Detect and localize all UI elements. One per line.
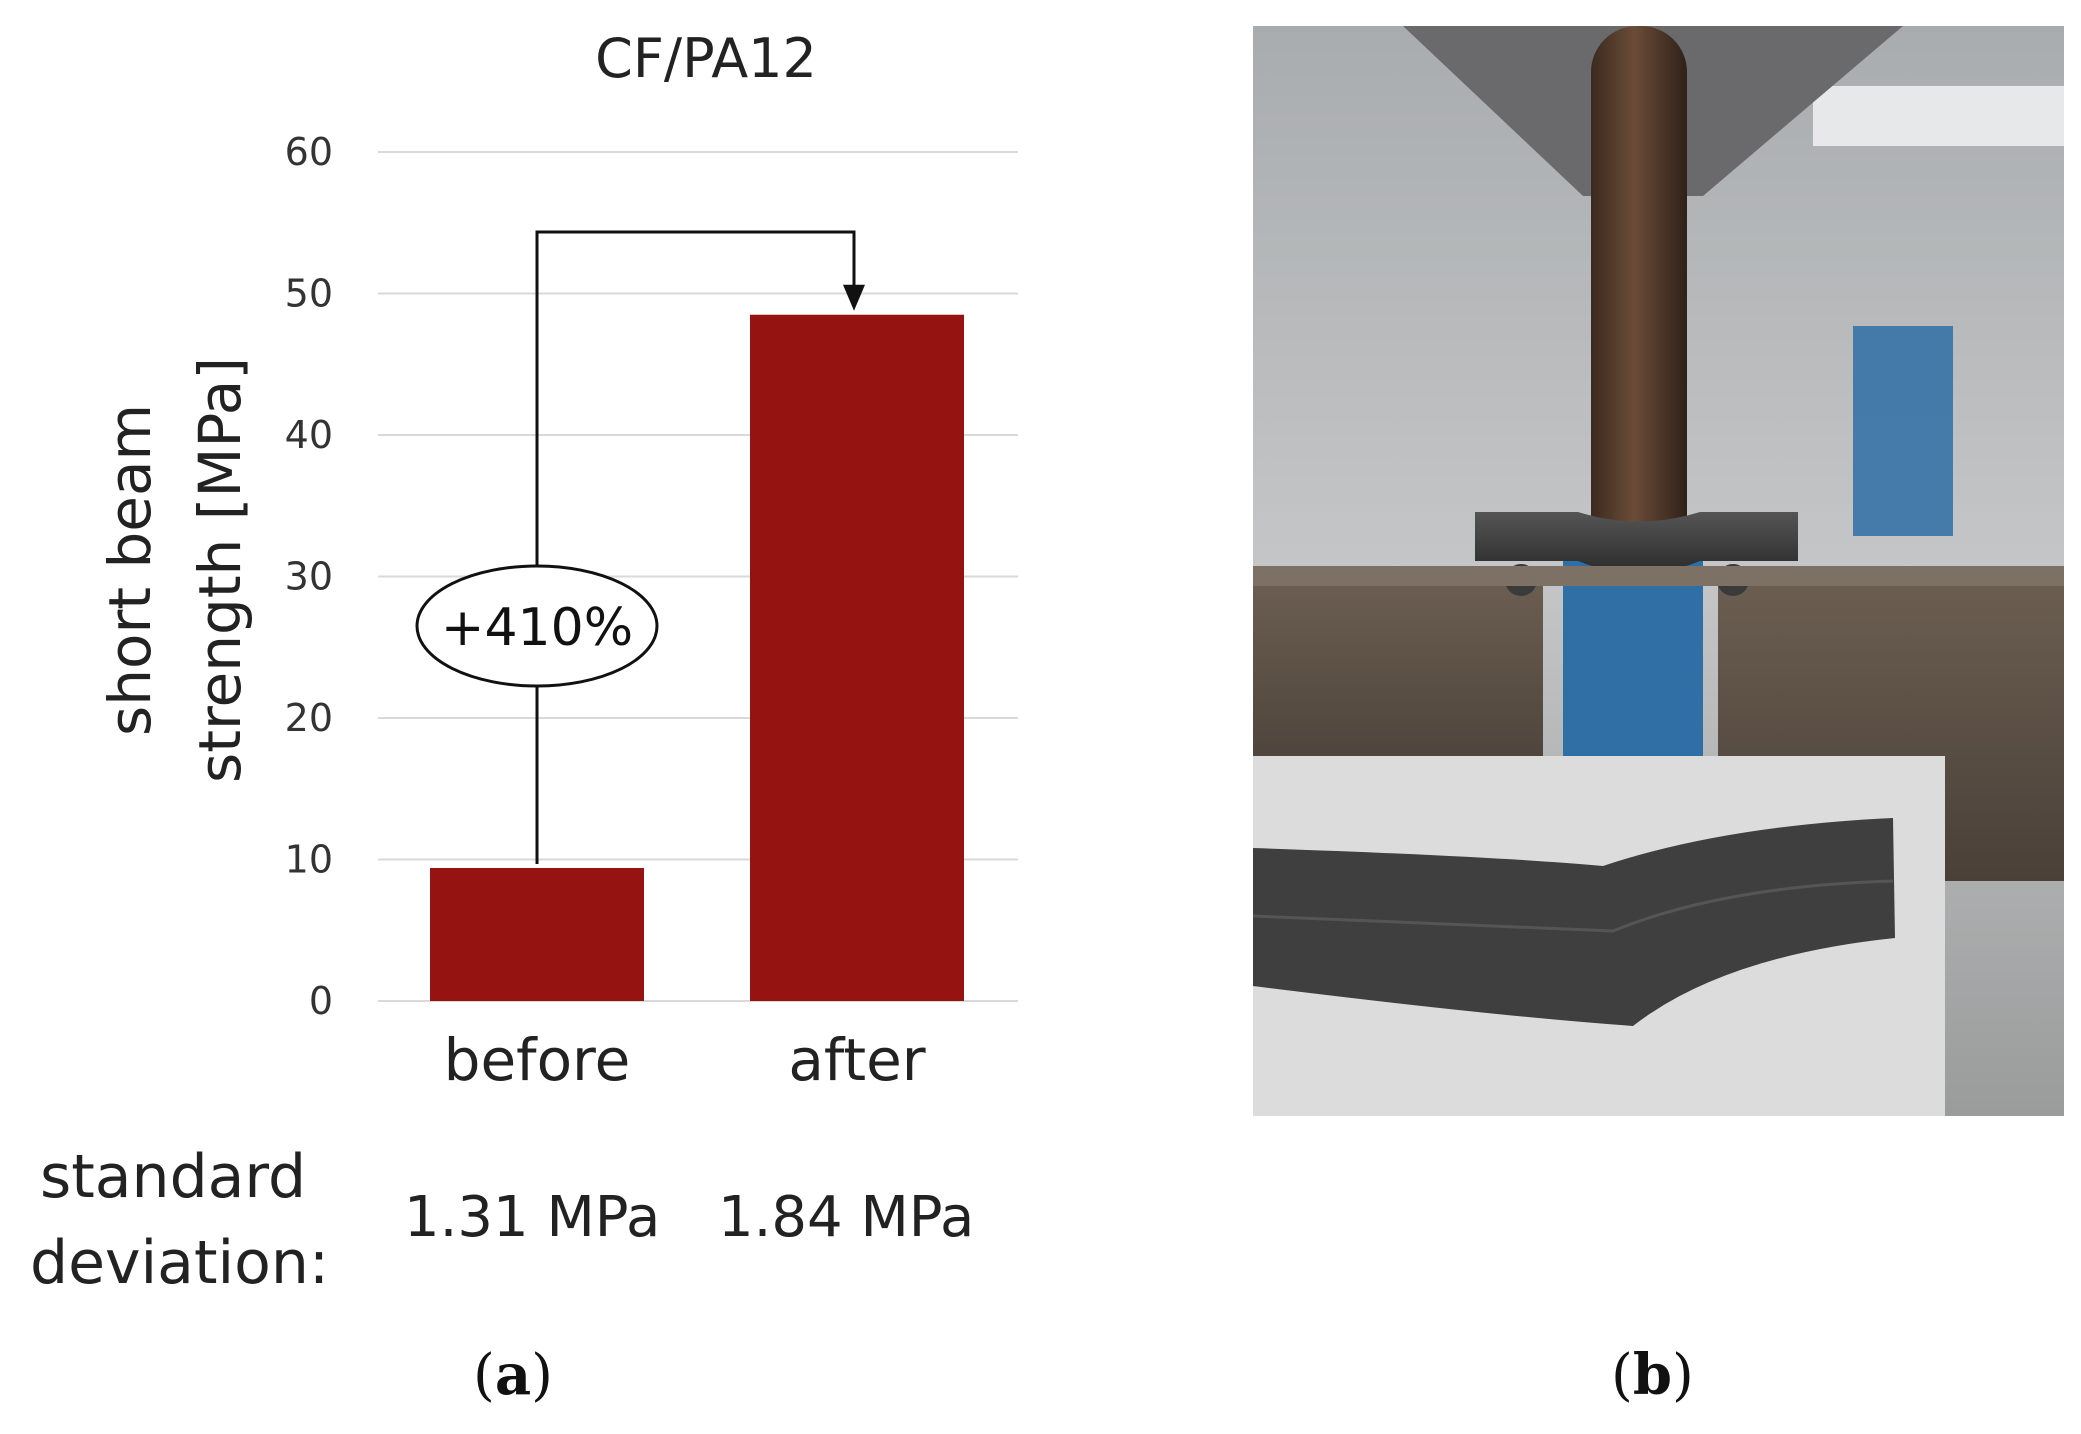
three-point-bending-test-photo bbox=[1253, 26, 2064, 1116]
specimen-layer-line bbox=[1253, 879, 1894, 933]
bars bbox=[430, 314, 964, 1002]
std-dev-after: 1.84 MPa bbox=[718, 1185, 975, 1250]
panel-label-b: (b) bbox=[1611, 1342, 1694, 1408]
annotation-label: +410% bbox=[441, 598, 633, 658]
annotation-ellipse bbox=[415, 564, 659, 688]
x-category-label: after bbox=[788, 1026, 925, 1094]
fixture-top-surface bbox=[1253, 566, 2064, 586]
deformed-specimen-inset bbox=[1253, 818, 1895, 1026]
background-light-panel bbox=[1813, 86, 2064, 146]
improvement-annotation: +410% bbox=[415, 230, 865, 864]
std-dev-label-line1: standard bbox=[40, 1142, 307, 1212]
x-axis-categories: before after bbox=[444, 1026, 926, 1094]
panel-label-b-letter: b bbox=[1632, 1342, 1673, 1408]
bar-before bbox=[430, 867, 644, 1001]
chart-title: CF/PA12 bbox=[595, 27, 817, 90]
x-category-label: before bbox=[444, 1026, 631, 1094]
bar-after bbox=[750, 314, 964, 1002]
panel-label-a-letter: a bbox=[494, 1342, 532, 1408]
annotation-arrow-line bbox=[535, 230, 856, 864]
annotation-arrowhead bbox=[843, 284, 865, 311]
y-tick-label: 20 bbox=[285, 696, 333, 740]
std-dev-label-line2: deviation: bbox=[30, 1228, 330, 1298]
panel-label-a: (a) bbox=[473, 1342, 554, 1408]
std-dev-before: 1.31 MPa bbox=[404, 1185, 661, 1250]
y-tick-label: 30 bbox=[285, 555, 333, 599]
y-tick-label: 50 bbox=[285, 272, 333, 316]
y-tick-label: 60 bbox=[285, 130, 333, 174]
loading-rod bbox=[1591, 26, 1687, 586]
y-tick-label: 40 bbox=[285, 413, 333, 457]
y-tick-label: 0 bbox=[309, 979, 333, 1023]
y-axis-ticks: 0 10 20 30 40 50 60 bbox=[285, 130, 333, 1023]
background-blue-machine-right bbox=[1853, 326, 1953, 536]
y-axis-label-line1: short beam bbox=[96, 404, 164, 736]
y-axis-label-line2: strength [MPa] bbox=[186, 357, 254, 783]
short-beam-strength-chart: CF/PA12 0 10 20 30 40 50 60 before after short … bbox=[96, 27, 1018, 1094]
specimen-in-fixture bbox=[1475, 512, 1798, 574]
y-tick-label: 10 bbox=[285, 838, 333, 882]
